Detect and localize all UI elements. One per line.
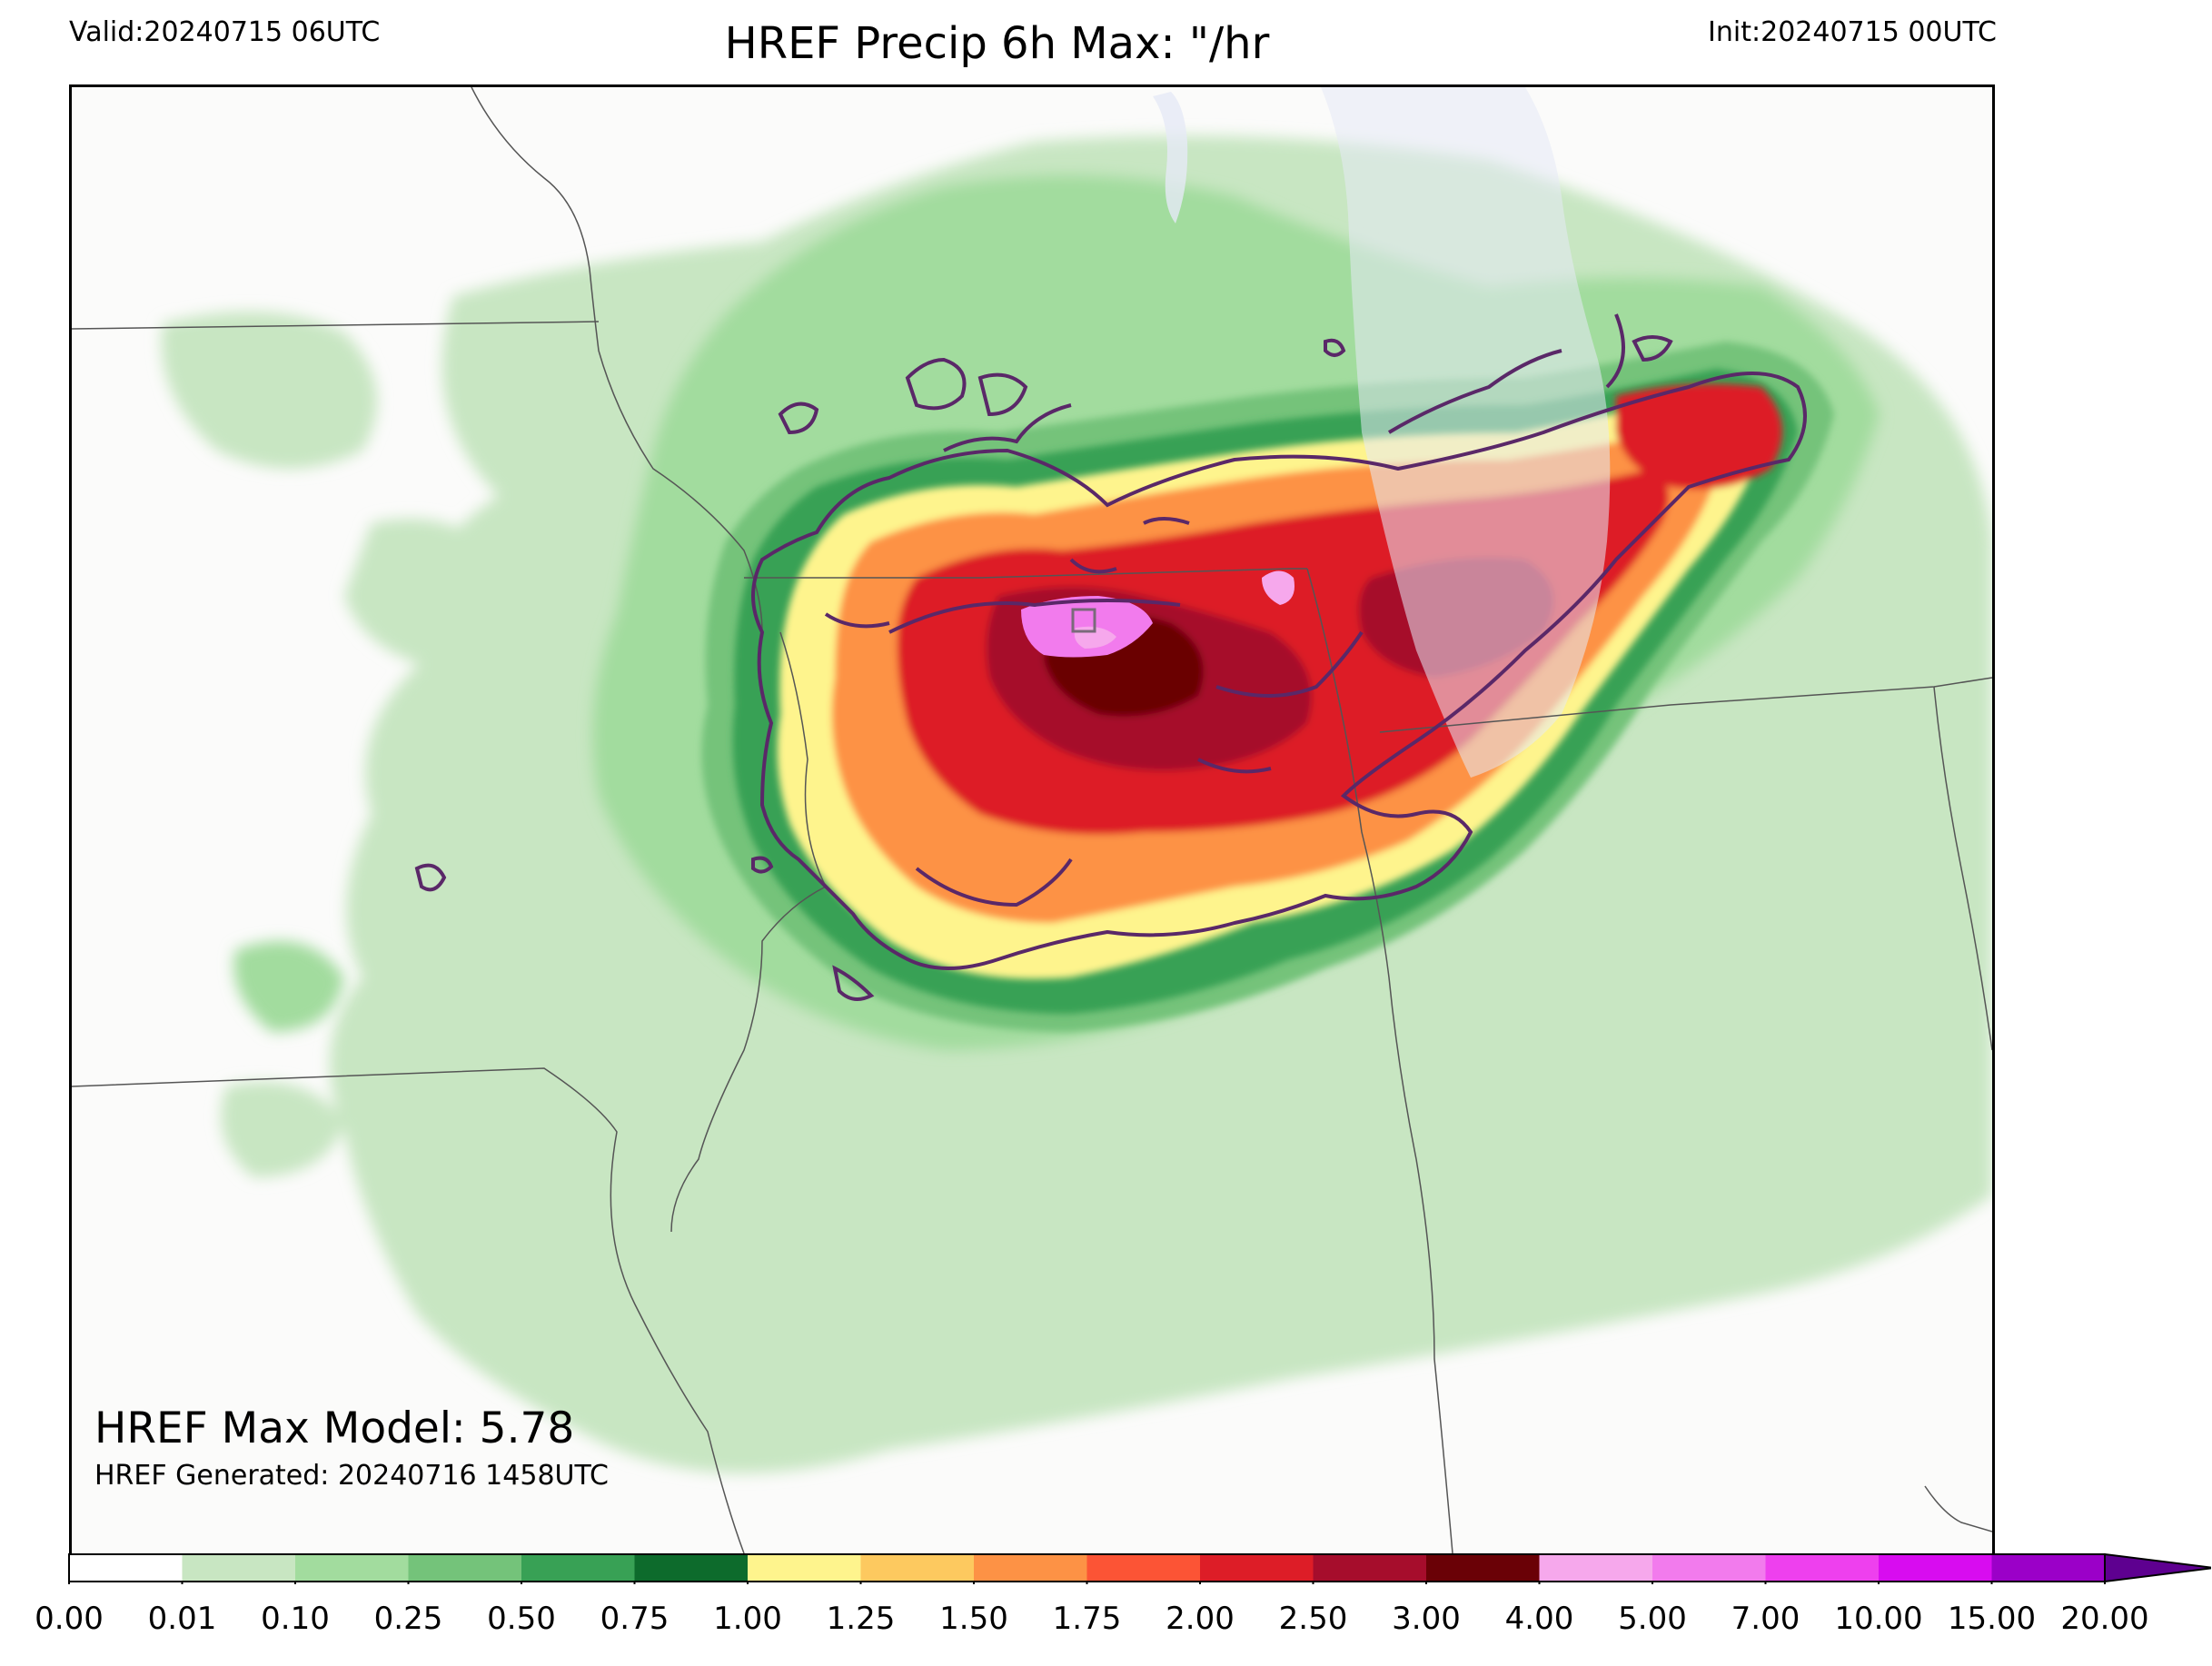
colorbar-segment bbox=[1879, 1554, 1992, 1582]
colorbar-segment bbox=[748, 1554, 861, 1582]
colorbar-tick-label: 0.01 bbox=[147, 1601, 217, 1637]
colorbar-tick-label: 0.00 bbox=[35, 1601, 104, 1637]
valid-time: Valid:20240715 06UTC bbox=[69, 16, 381, 48]
colorbar-segment bbox=[1086, 1554, 1201, 1582]
colorbar-tick-label: 15.00 bbox=[1947, 1601, 2037, 1637]
max-model-value: HREF Max Model: 5.78 bbox=[94, 1403, 575, 1453]
lakes bbox=[1153, 87, 1611, 778]
colorbar-segment bbox=[1313, 1554, 1427, 1582]
colorbar-segment bbox=[634, 1554, 749, 1582]
colorbar-segment bbox=[182, 1554, 296, 1582]
precip-map bbox=[69, 84, 1995, 1556]
colorbar-tick-label: 0.25 bbox=[373, 1601, 443, 1637]
colorbar-tick-label: 1.75 bbox=[1052, 1601, 1122, 1637]
chart-title: HREF Precip 6h Max: "/hr bbox=[724, 18, 1270, 69]
colorbar-tick-label: 10.00 bbox=[1834, 1601, 1923, 1637]
colorbar-tick-label: 2.50 bbox=[1278, 1601, 1348, 1637]
colorbar-tick-label: 0.75 bbox=[600, 1601, 670, 1637]
colorbar-tick-label: 0.10 bbox=[261, 1601, 330, 1637]
colorbar-tick-label: 5.00 bbox=[1618, 1601, 1687, 1637]
colorbar-segment bbox=[1765, 1554, 1880, 1582]
colorbar-segment bbox=[1539, 1554, 1653, 1582]
state-borders bbox=[72, 87, 1992, 1553]
colorbar-tick-label: 3.00 bbox=[1392, 1601, 1461, 1637]
colorbar-segment bbox=[1426, 1554, 1540, 1582]
colorbar-tick-label: 0.50 bbox=[487, 1601, 556, 1637]
colorbar-tick-label: 2.00 bbox=[1166, 1601, 1235, 1637]
colorbar-tick-label: 1.25 bbox=[826, 1601, 896, 1637]
colorbar-tick-label: 4.00 bbox=[1504, 1601, 1574, 1637]
colorbar-segment bbox=[69, 1554, 183, 1582]
colorbar-segment bbox=[1200, 1554, 1314, 1582]
colorbar-tick-label: 20.00 bbox=[2060, 1601, 2149, 1637]
colorbar-segment bbox=[521, 1554, 635, 1582]
init-time: Init:20240715 00UTC bbox=[1708, 16, 1997, 48]
colorbar-segment bbox=[860, 1554, 975, 1582]
colorbar-tick-label: 1.50 bbox=[939, 1601, 1008, 1637]
colorbar-segment bbox=[974, 1554, 1087, 1582]
colorbar-extend-arrow bbox=[2104, 1552, 2211, 1583]
colorbar-segment bbox=[1991, 1554, 2106, 1582]
colorbar-tick-label: 1.00 bbox=[713, 1601, 782, 1637]
colorbar-segment bbox=[408, 1554, 522, 1582]
colorbar-tick-label: 7.00 bbox=[1731, 1601, 1800, 1637]
colorbar-segment bbox=[295, 1554, 409, 1582]
max-model-contours bbox=[414, 313, 1807, 1001]
generated-time: HREF Generated: 20240716 1458UTC bbox=[94, 1460, 610, 1492]
colorbar bbox=[68, 1552, 2211, 1584]
colorbar-segment bbox=[1652, 1554, 1766, 1582]
precip-field-extreme bbox=[1021, 570, 1294, 658]
map-canvas bbox=[72, 87, 1992, 1553]
